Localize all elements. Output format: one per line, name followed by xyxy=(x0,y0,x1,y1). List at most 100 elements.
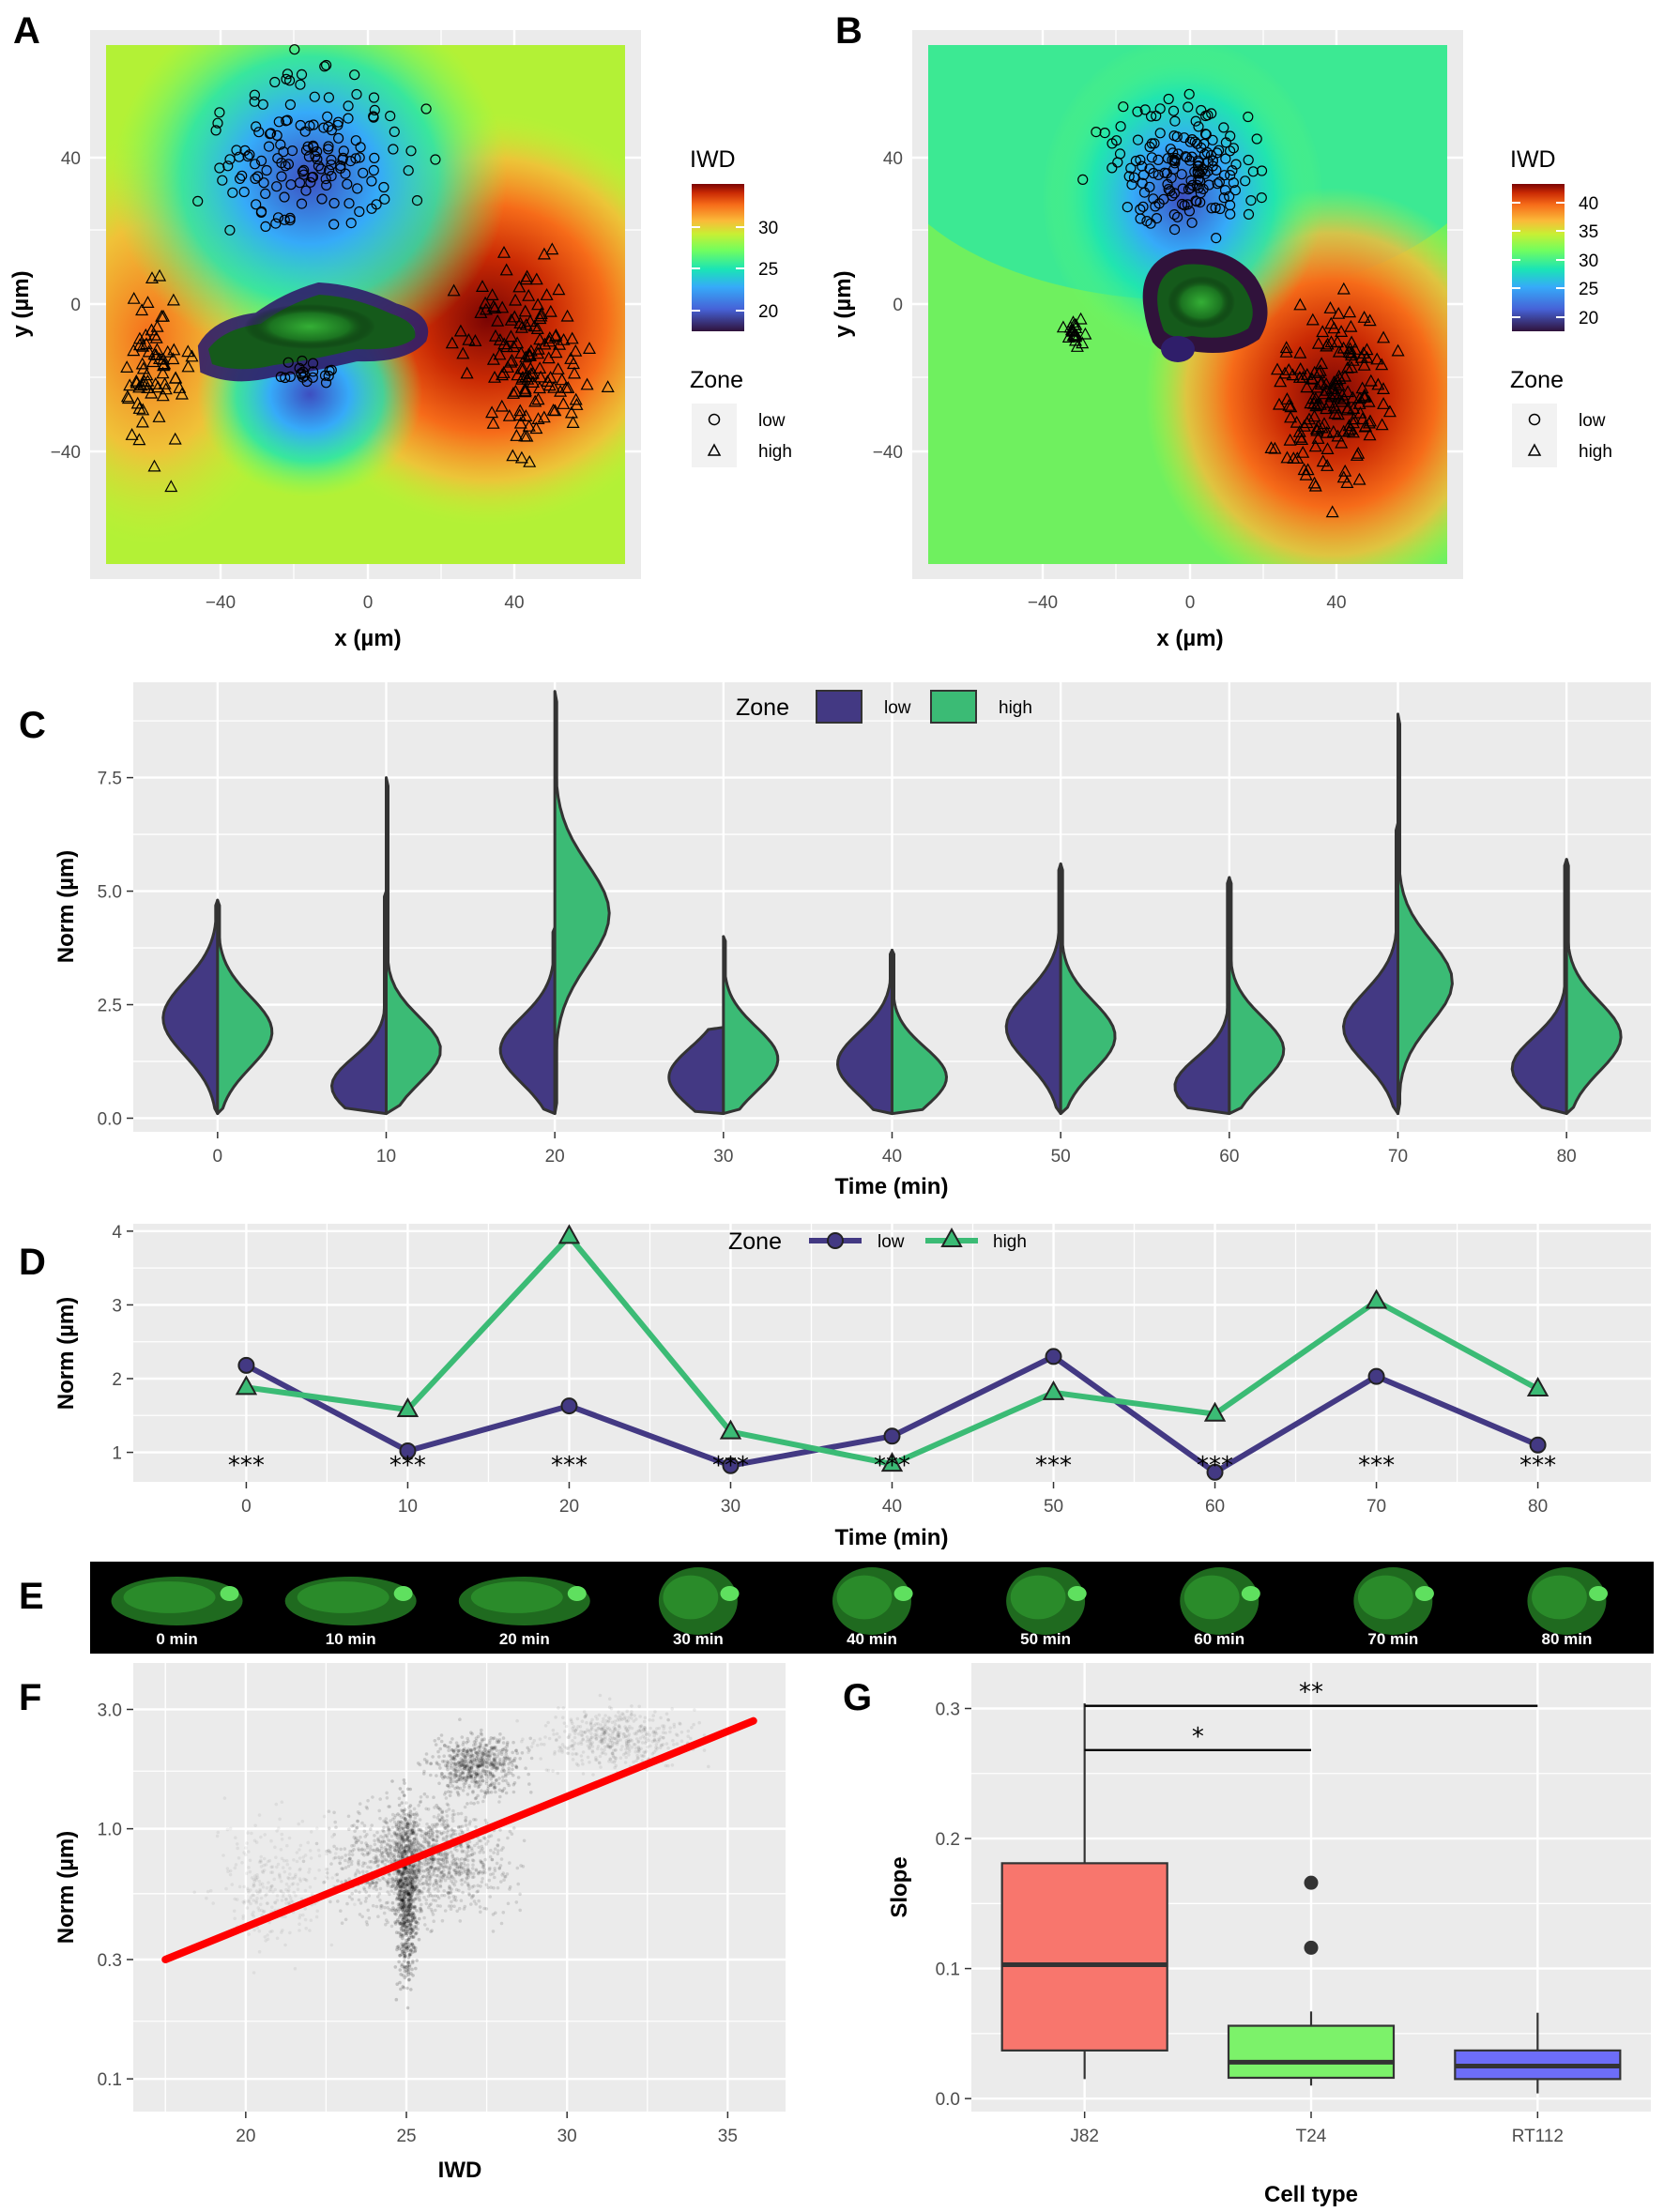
scatter-point xyxy=(409,1842,414,1846)
scatter-point xyxy=(389,1852,393,1856)
scatter-point xyxy=(329,1862,333,1866)
scatter-point xyxy=(418,1891,422,1895)
scatter-point xyxy=(399,1899,404,1903)
scatter-point xyxy=(502,1761,506,1765)
scatter-point xyxy=(373,1834,376,1838)
scatter-point xyxy=(360,1847,364,1852)
scatter-point xyxy=(406,1905,410,1909)
scatter-point xyxy=(338,1861,343,1866)
scatter-point xyxy=(483,1769,488,1774)
scatter-point xyxy=(603,1731,607,1735)
scatter-point xyxy=(449,1833,453,1838)
scatter-point xyxy=(651,1730,656,1733)
colorbar-tick-b-40: 40 xyxy=(1579,194,1598,214)
scatter-point xyxy=(593,1735,597,1739)
scatter-point xyxy=(408,1931,413,1935)
scatter-point xyxy=(435,1823,440,1826)
scatter-point xyxy=(393,1908,397,1912)
scatter-point xyxy=(412,1888,416,1892)
scatter-point xyxy=(405,1888,410,1893)
scatter-point xyxy=(284,1887,288,1892)
scatter-point xyxy=(407,1899,411,1903)
point-high xyxy=(1331,407,1345,420)
scatter-point xyxy=(405,1908,409,1912)
scatter-point xyxy=(424,1860,429,1865)
scatter-point xyxy=(258,1889,263,1893)
point-high xyxy=(125,428,139,440)
scatter-point xyxy=(411,1918,415,1923)
scatter-point xyxy=(451,1868,456,1872)
scatter-point xyxy=(469,1774,474,1777)
scatter-point xyxy=(438,1904,443,1908)
point-high xyxy=(495,399,509,412)
scatter-point xyxy=(413,1847,418,1852)
scatter-point xyxy=(352,1843,356,1848)
scatter-point xyxy=(327,1849,331,1853)
scatter-point xyxy=(428,1865,433,1869)
scatter-point xyxy=(364,1896,369,1900)
scatter-point xyxy=(399,1876,404,1881)
scatter-point xyxy=(397,1880,401,1884)
scatter-point xyxy=(486,1885,490,1890)
scatter-point xyxy=(437,1879,442,1883)
y-tick-label-1: 1 xyxy=(112,1444,122,1464)
scatter-point xyxy=(405,1925,410,1930)
scatter-point xyxy=(405,1821,410,1825)
scatter-point xyxy=(436,1857,441,1861)
scatter-point xyxy=(275,1936,280,1941)
point-high xyxy=(1321,459,1335,471)
scatter-point xyxy=(589,1720,593,1725)
scatter-point xyxy=(404,1875,408,1880)
scatter-point xyxy=(693,1708,696,1712)
scatter-point xyxy=(404,1909,408,1913)
scatter-point xyxy=(404,1905,408,1910)
scatter-point xyxy=(496,1838,501,1842)
scatter-point xyxy=(469,1765,473,1769)
point-low xyxy=(1214,203,1226,215)
point-high xyxy=(156,389,170,402)
scatter-point xyxy=(294,1872,298,1877)
scatter-point xyxy=(428,1878,432,1883)
scatter-point xyxy=(399,1837,403,1841)
point-high xyxy=(166,352,180,365)
scatter-point xyxy=(453,1869,458,1873)
scatter-point xyxy=(679,1739,684,1743)
scatter-point xyxy=(456,1811,461,1816)
point-low xyxy=(251,121,262,132)
scatter-point xyxy=(407,1847,412,1852)
scatter-point xyxy=(287,1876,291,1881)
point-high xyxy=(487,370,502,383)
scatter-point xyxy=(379,1859,384,1863)
scatter-point xyxy=(411,1845,416,1849)
scatter-point xyxy=(487,1757,492,1762)
scatter-point xyxy=(573,1729,578,1732)
scatter-point xyxy=(339,1909,343,1913)
point-high xyxy=(1311,432,1325,444)
scatter-point xyxy=(374,1880,379,1884)
scatter-point xyxy=(402,1837,405,1841)
scatter-point xyxy=(555,1731,559,1736)
scatter-point xyxy=(358,1913,362,1916)
scatter-point xyxy=(468,1774,472,1777)
violin-high-50 xyxy=(1059,862,1117,1116)
scatter-point xyxy=(516,1882,520,1886)
scatter-point xyxy=(406,1967,411,1972)
scatter-point xyxy=(451,1748,456,1753)
scatter-point xyxy=(406,1910,411,1914)
scatter-point xyxy=(406,1849,411,1853)
scatter-point xyxy=(298,1848,301,1852)
cell-highlight xyxy=(663,1575,719,1620)
scatter-point xyxy=(332,1833,337,1837)
point-low xyxy=(343,113,354,124)
scatter-point xyxy=(401,1882,405,1886)
scatter-point xyxy=(413,1915,418,1919)
point-high xyxy=(1352,391,1366,404)
scatter-point xyxy=(437,1755,441,1759)
scatter-point xyxy=(483,1752,487,1757)
scatter-point xyxy=(426,1872,430,1876)
scatter-point xyxy=(679,1730,684,1734)
point-high xyxy=(523,314,538,328)
scatter-point xyxy=(360,1915,365,1919)
scatter-point xyxy=(613,1748,618,1752)
scatter-point xyxy=(450,1827,454,1831)
